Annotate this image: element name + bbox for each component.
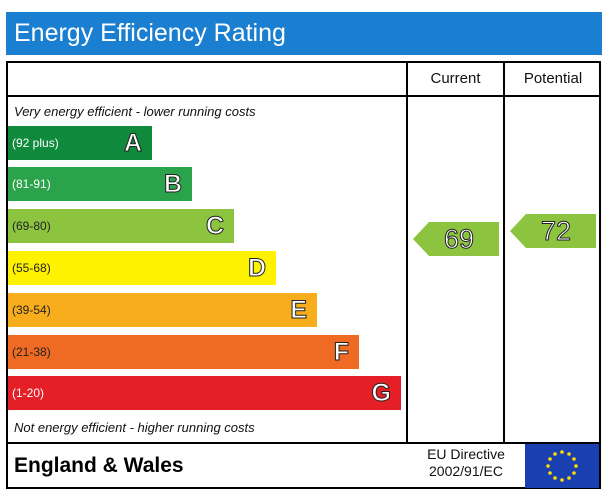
- band-f: (21-38) F: [8, 335, 359, 369]
- potential-rating-arrow: 72: [510, 214, 596, 248]
- band-range: (69-80): [12, 219, 51, 233]
- band-letter: B: [163, 170, 182, 199]
- column-header-current: Current: [430, 70, 481, 87]
- band-e: (39-54) E: [8, 293, 317, 327]
- footer-divider: [6, 442, 601, 444]
- directive-line-1: EU Directive: [427, 446, 505, 462]
- band-d: (55-68) D: [8, 251, 276, 285]
- band-range: (21-38): [12, 345, 51, 359]
- directive-line-2: 2002/91/EC: [429, 463, 503, 479]
- band-letter: A: [123, 129, 142, 158]
- current-rating-value: 69: [443, 224, 475, 255]
- region-label: England & Wales: [14, 454, 184, 477]
- eu-directive: EU Directive 2002/91/EC: [409, 446, 523, 480]
- band-b: (81-91) B: [8, 167, 192, 201]
- band-letter: E: [290, 296, 308, 325]
- band-c: (69-80) C: [8, 209, 234, 243]
- page-title: Energy Efficiency Rating: [14, 19, 286, 47]
- arrow-shape: [413, 222, 499, 256]
- divider-potential: [503, 61, 505, 444]
- note-top: Very energy efficient - lower running co…: [14, 104, 256, 119]
- note-bottom: Not energy efficient - higher running co…: [14, 420, 255, 435]
- eu-stars-icon: [546, 450, 578, 482]
- band-range: (81-91): [12, 177, 51, 191]
- band-range: (1-20): [12, 386, 45, 400]
- rating-table: [6, 61, 601, 489]
- title-bar: Energy Efficiency Rating: [6, 12, 602, 55]
- column-header-potential: Potential: [523, 70, 583, 87]
- arrow-shape: [510, 214, 596, 248]
- eu-flag-icon: [525, 444, 599, 488]
- potential-rating-value: 72: [540, 216, 572, 247]
- band-letter: G: [371, 379, 391, 408]
- header-divider: [6, 95, 601, 97]
- band-letter: D: [247, 254, 266, 283]
- band-letter: F: [333, 338, 349, 367]
- band-range: (92 plus): [12, 136, 59, 150]
- divider-current: [406, 61, 408, 444]
- band-range: (55-68): [12, 261, 51, 275]
- band-range: (39-54): [12, 303, 51, 317]
- band-a: (92 plus) A: [8, 126, 152, 160]
- band-g: (1-20) G: [8, 376, 401, 410]
- current-rating-arrow: 69: [413, 222, 499, 256]
- band-letter: C: [205, 212, 224, 241]
